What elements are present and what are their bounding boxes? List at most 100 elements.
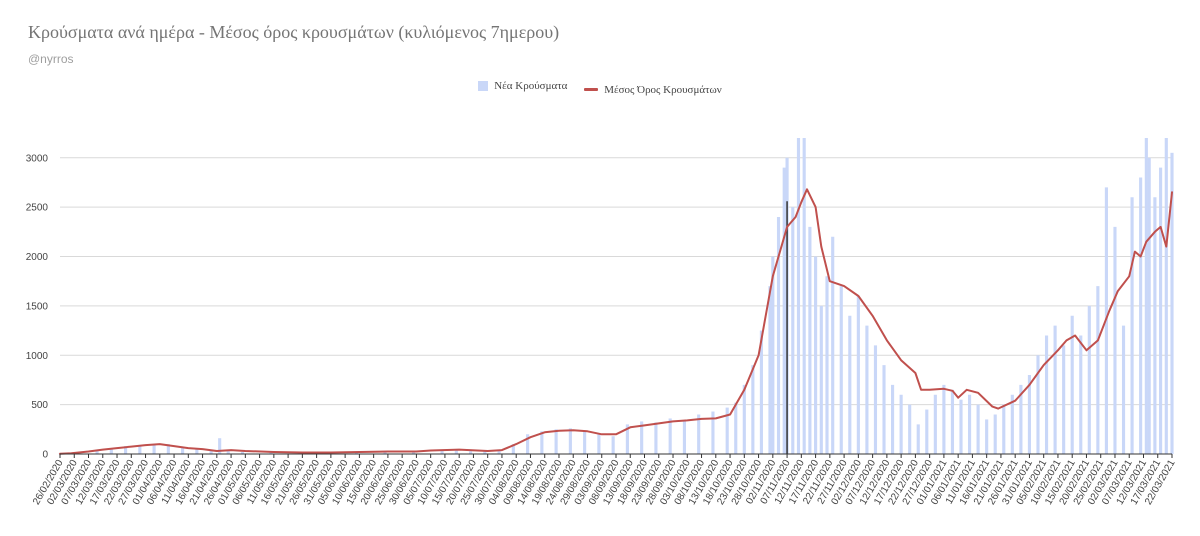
bar [209, 450, 213, 454]
bar [1070, 315, 1074, 454]
bar [697, 414, 701, 454]
bar [1144, 138, 1148, 454]
bar [782, 167, 786, 454]
bar [240, 452, 245, 454]
series-line [59, 188, 1173, 455]
bar [383, 451, 387, 454]
y-tick-label: 1000 [26, 351, 49, 362]
bar [819, 305, 823, 454]
bar [967, 394, 972, 454]
bar [865, 325, 869, 454]
bar [771, 256, 775, 454]
y-tick-label: 0 [42, 450, 48, 461]
bar [109, 448, 113, 454]
bar [734, 402, 738, 454]
bar [1153, 197, 1157, 454]
bar [583, 431, 587, 454]
bar [776, 217, 781, 454]
bar [138, 445, 142, 454]
bar [856, 296, 860, 454]
bar [942, 384, 946, 454]
bar [993, 414, 997, 454]
bar [540, 431, 544, 454]
bar [751, 365, 755, 454]
y-tick-label: 500 [31, 400, 48, 411]
bar [916, 424, 920, 454]
bar [1002, 404, 1006, 454]
legend-label-line: Μέσος Όρος Κρουσμάτων [604, 83, 722, 96]
bar [640, 421, 644, 454]
bar [526, 434, 530, 454]
bar [791, 207, 795, 454]
bar [568, 428, 572, 454]
bar [950, 389, 955, 454]
bar [511, 444, 515, 454]
bar [625, 424, 629, 454]
bar [1036, 355, 1040, 454]
bar [796, 138, 801, 454]
bar [554, 429, 558, 454]
bar [814, 256, 818, 454]
bar [152, 444, 156, 454]
bar [711, 411, 715, 454]
bar [1079, 335, 1083, 454]
bar [1164, 138, 1168, 454]
y-tick-label: 1500 [26, 301, 49, 312]
bar [611, 436, 615, 454]
bar [1170, 152, 1174, 454]
bar [802, 138, 806, 454]
bar [933, 394, 937, 454]
legend-item-bars[interactable]: Νέα Κρούσματα [478, 80, 567, 92]
bar [742, 384, 746, 454]
bar [95, 451, 99, 454]
bar [725, 407, 729, 454]
bar [1121, 325, 1126, 454]
bar [759, 330, 763, 454]
bar [882, 365, 886, 454]
bar [469, 451, 473, 454]
bar [668, 418, 672, 454]
bar [899, 394, 903, 454]
legend-swatch-line [584, 88, 599, 91]
bar [1087, 305, 1091, 454]
bar [1096, 286, 1100, 454]
bar [1139, 177, 1143, 454]
bar [654, 422, 658, 454]
bar [218, 438, 222, 454]
bar [848, 315, 852, 454]
bar [825, 276, 829, 454]
bar [166, 444, 170, 454]
y-tick-label: 2500 [26, 203, 49, 214]
legend-swatch-bars [478, 81, 489, 91]
bar [411, 452, 416, 454]
bar [959, 399, 963, 454]
bar [1159, 167, 1163, 454]
chart-title: Κρούσματα ανά ημέρα - Μέσος όρος κρουσμά… [28, 22, 560, 42]
bar [925, 409, 929, 454]
bar [440, 451, 444, 454]
bar [195, 449, 199, 454]
bar [497, 450, 501, 454]
bar [269, 452, 273, 454]
bar [226, 451, 230, 454]
bar [1130, 197, 1134, 454]
bar [891, 384, 895, 454]
bar [1044, 335, 1049, 454]
y-tick-label: 2000 [26, 252, 49, 263]
bar [808, 226, 812, 454]
bar [682, 421, 686, 454]
bar [831, 236, 835, 454]
bar [1010, 394, 1014, 454]
bar [985, 419, 989, 454]
bar [454, 450, 458, 454]
bar [839, 286, 843, 454]
bar [124, 446, 128, 454]
legend-label-bars: Νέα Κρούσματα [494, 80, 568, 92]
legend-item-line[interactable]: Μέσος Όρος Κρουσμάτων [584, 84, 722, 96]
bar [1062, 345, 1066, 454]
bar [908, 404, 912, 454]
chart-subtitle: @nyrros [28, 52, 74, 66]
bar [483, 451, 487, 454]
bar [1019, 384, 1023, 454]
